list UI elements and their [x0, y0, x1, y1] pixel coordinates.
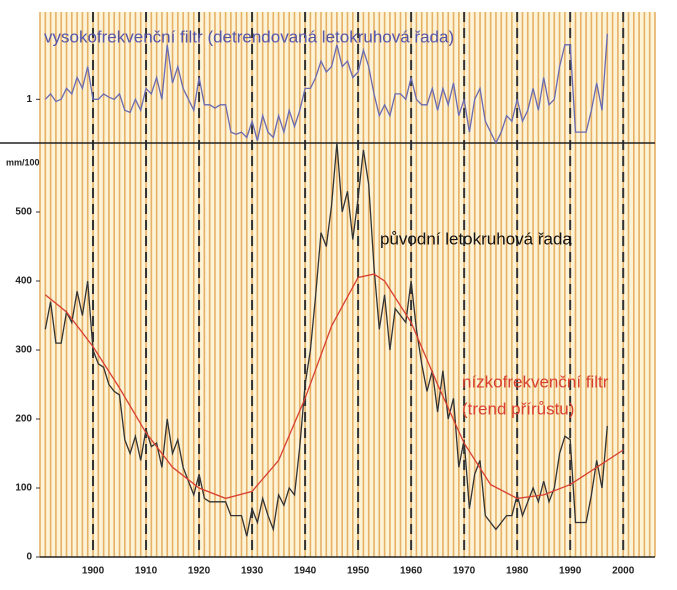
x-tick-label: 2000: [612, 566, 635, 577]
x-tick-label: 1920: [188, 566, 211, 577]
y-tick-label: 1: [26, 94, 32, 105]
y-tick-label: 100: [15, 483, 32, 494]
trend-label: (trend přírůstu): [462, 399, 574, 418]
y-tick-label: 400: [15, 276, 32, 287]
x-tick-label: 1980: [506, 566, 529, 577]
top-series-label: vysokofrekvenční filtr (detrendovaná let…: [44, 27, 454, 46]
y-tick-label: 300: [15, 345, 32, 356]
y-axis-label: mm/100: [6, 157, 40, 167]
series-line: [44, 33, 608, 145]
y-tick-label: 0: [26, 552, 32, 563]
x-tick-label: 1950: [347, 566, 370, 577]
series-line: [44, 142, 608, 537]
x-tick-label: 1970: [453, 566, 476, 577]
x-tick-label: 1940: [294, 566, 317, 577]
x-tick-label: 1910: [135, 566, 158, 577]
original-series-label: původní letokruhová řada: [380, 229, 572, 248]
x-tick-label: 1960: [400, 566, 423, 577]
y-tick-label: 500: [15, 207, 32, 218]
series-line: [44, 273, 624, 500]
trend-label: nízkofrekvenční filtr: [462, 372, 609, 391]
y-tick-label: 200: [15, 414, 32, 425]
x-tick-label: 1990: [559, 566, 582, 577]
x-tick-label: 1900: [82, 566, 105, 577]
x-tick-label: 1930: [241, 566, 264, 577]
